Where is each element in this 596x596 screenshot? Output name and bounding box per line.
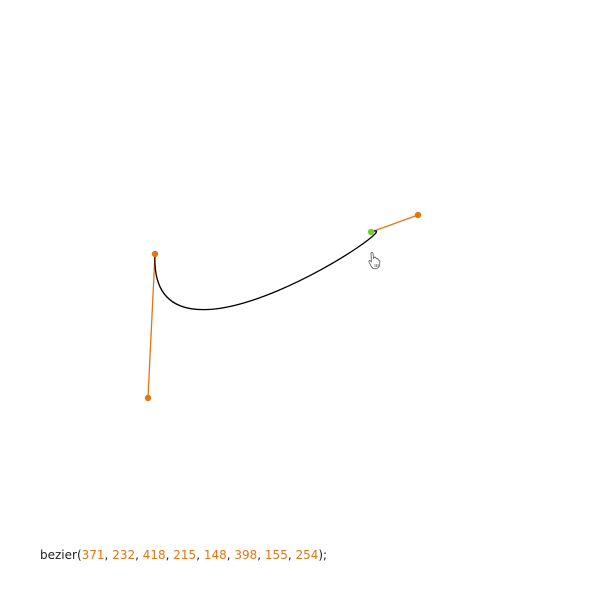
code-number: 418: [142, 548, 166, 562]
code-number: 148: [203, 548, 227, 562]
bezier-code-text: bezier(371, 232, 418, 215, 148, 398, 155…: [40, 547, 327, 563]
code-suffix: );: [318, 548, 328, 562]
code-separator: ,: [104, 548, 113, 562]
control-point-2[interactable]: [144, 394, 152, 402]
code-separator: ,: [135, 548, 143, 562]
code-separator: ,: [226, 548, 235, 562]
code-number: 398: [234, 548, 258, 562]
code-number: 254: [295, 548, 319, 562]
hand-pointer-icon: [368, 252, 381, 270]
code-number: 155: [264, 548, 288, 562]
start-handle-line: [370, 214, 419, 233]
bezier-curve[interactable]: [154, 230, 378, 311]
code-separator: ,: [165, 548, 174, 562]
code-number: 215: [173, 548, 197, 562]
code-number: 371: [81, 548, 105, 562]
code-number: 232: [112, 548, 136, 562]
code-prefix: bezier(: [40, 548, 82, 562]
code-separator: ,: [196, 548, 204, 562]
code-separator: ,: [287, 548, 296, 562]
start-anchor-point-selected[interactable]: [367, 228, 375, 236]
control-point-1[interactable]: [414, 211, 422, 219]
end-anchor-point[interactable]: [151, 250, 159, 258]
code-separator: ,: [257, 548, 265, 562]
end-handle-line: [147, 253, 156, 399]
